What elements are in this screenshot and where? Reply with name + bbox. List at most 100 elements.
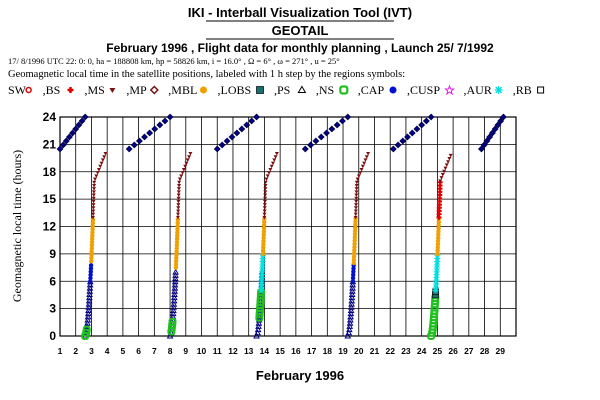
mark-orbit0-ms-4 xyxy=(92,187,97,191)
mark-orbit4-mbl-3 xyxy=(435,238,441,244)
x-tick-14: 14 xyxy=(260,346,270,356)
legend-label-ms: ,MS xyxy=(85,83,105,97)
mark-night-5 xyxy=(497,117,505,125)
mark-orbit1-ps-0 xyxy=(172,271,179,278)
mark-orbit0-mbl-3 xyxy=(89,249,94,254)
x-axis-label: February 1996 xyxy=(256,368,344,383)
mark-orbit0-cap-2 xyxy=(88,263,94,268)
mark-orbit0-ms-4 xyxy=(91,196,96,201)
x-tick-20: 20 xyxy=(354,346,364,356)
mark-orbit2-aur-2 xyxy=(259,271,266,278)
mark-night-5 xyxy=(486,133,494,141)
mark-orbit1-ps-0 xyxy=(166,332,174,339)
satellite-name: GEOTAIL xyxy=(272,23,329,38)
mark-orbit3-ps-0 xyxy=(346,322,354,329)
mark-night-5 xyxy=(480,141,488,149)
mark-orbit3-ms-3 xyxy=(353,206,358,210)
x-tick-3: 3 xyxy=(89,346,94,356)
mark-orbit2-ms-4 xyxy=(263,183,268,188)
mark-night-5 xyxy=(483,137,491,145)
x-tick-7: 7 xyxy=(152,346,157,356)
mark-orbit2-ms-4 xyxy=(263,187,268,191)
mark-orbit1-ms-3 xyxy=(179,174,184,178)
mark-orbit1-ns-1 xyxy=(168,317,177,326)
mark-orbit3-ps-0 xyxy=(345,329,353,336)
legend-symbol-rb xyxy=(537,86,545,94)
mark-orbit2-ms-4 xyxy=(267,171,272,175)
x-tick-8: 8 xyxy=(168,346,173,356)
mark-orbit0-mbl-3 xyxy=(89,258,94,264)
chart-title: IKI - Interball Visualization Tool (IVT) xyxy=(188,5,412,20)
x-tick-22: 22 xyxy=(385,346,395,356)
mark-orbit4-aur-2 xyxy=(433,277,440,284)
mark-orbit1-mbl-2 xyxy=(174,249,179,254)
mark-orbit1-mbl-2 xyxy=(175,223,180,229)
mark-orbit3-mbl-2 xyxy=(353,219,358,224)
mark-night-3 xyxy=(307,141,315,149)
mark-night-3 xyxy=(317,133,325,141)
mark-orbit1-ps-0 xyxy=(170,303,178,310)
mark-orbit2-ms-4 xyxy=(262,199,267,204)
mark-orbit0-ms-4 xyxy=(92,180,97,185)
legend-symbol-sw xyxy=(25,86,32,94)
mark-orbit0-mbl-3 xyxy=(89,246,95,251)
mark-orbit1-mbl-2 xyxy=(175,217,181,222)
mark-orbit0-mbl-3 xyxy=(89,236,95,242)
mark-orbit0-mbl-3 xyxy=(90,233,95,238)
mark-orbit3-mbl-2 xyxy=(352,244,357,250)
mark-night-5 xyxy=(491,125,499,133)
mark-orbit1-ps-0 xyxy=(171,284,179,291)
y-tick-15: 15 xyxy=(43,192,57,206)
mark-orbit0-ms-4 xyxy=(91,209,96,213)
mark-orbit3-ms-3 xyxy=(354,183,359,188)
legend: SW ,BS ,MS ,MP ,MBL ,LOBS ,PS ,NS ,CAP ,CUSP ,AUR,… xyxy=(8,83,545,97)
x-tick-18: 18 xyxy=(323,346,333,356)
mark-night-1 xyxy=(135,137,143,145)
mark-orbit4-mbl-3 xyxy=(435,242,441,247)
mark-orbit4-mbl-3 xyxy=(436,229,441,234)
mark-orbit1-ms-3 xyxy=(180,171,185,175)
mark-night-2 xyxy=(248,117,256,125)
mark-night-4 xyxy=(394,141,402,149)
mark-orbit3-cap-1 xyxy=(351,266,356,271)
mark-orbit2-ms-4 xyxy=(263,180,268,185)
mark-orbit2-aur-2 xyxy=(259,258,266,265)
legend-symbol-ns xyxy=(339,85,349,95)
mark-orbit2-ms-4 xyxy=(262,209,267,213)
mark-night-2 xyxy=(213,145,221,153)
chart-description: Geomagnetic local time in the satellite … xyxy=(8,69,405,80)
x-tick-23: 23 xyxy=(401,346,411,356)
mark-night-5 xyxy=(494,121,502,129)
mark-orbit0-ns-1 xyxy=(82,325,91,334)
mark-orbit4-ms-5 xyxy=(440,172,445,177)
mark-orbit2-ms-4 xyxy=(264,177,269,182)
mark-orbit0-mbl-3 xyxy=(90,230,95,235)
mark-night-3 xyxy=(344,113,352,121)
mark-night-1 xyxy=(156,121,164,129)
mark-orbit0-ps-0 xyxy=(84,319,91,326)
mark-orbit0-cap-2 xyxy=(88,272,93,278)
mark-night-4 xyxy=(418,121,426,129)
mark-orbit1-mbl-2 xyxy=(174,255,179,261)
mark-orbit3-ps-0 xyxy=(347,316,354,323)
mark-orbit1-ps-0 xyxy=(171,281,179,288)
mark-orbit0-mbl-3 xyxy=(89,252,94,257)
mark-orbit0-ms-4 xyxy=(91,193,96,198)
mark-night-4 xyxy=(408,129,416,137)
legend-label-bs: ,BS xyxy=(43,83,61,97)
legend-symbol-bs xyxy=(67,87,74,93)
mark-orbit3-cap-1 xyxy=(350,275,356,281)
mark-orbit2-ms-4 xyxy=(262,206,267,210)
mark-orbit2-ps-0 xyxy=(255,319,263,326)
mark-orbit2-ms-4 xyxy=(273,155,278,159)
mark-night-1 xyxy=(125,145,133,153)
mark-orbit1-ms-3 xyxy=(181,167,186,172)
mark-night-0 xyxy=(81,113,89,121)
mark-orbit3-mbl-2 xyxy=(352,232,358,237)
mark-orbit3-ps-0 xyxy=(348,294,356,301)
legend-symbol-cap xyxy=(389,86,397,94)
mark-orbit1-mbl-2 xyxy=(174,239,180,245)
mark-orbit2-ms-4 xyxy=(262,203,267,207)
mark-orbit1-ms-3 xyxy=(176,206,181,210)
mark-orbit4-mbl-3 xyxy=(436,232,441,237)
